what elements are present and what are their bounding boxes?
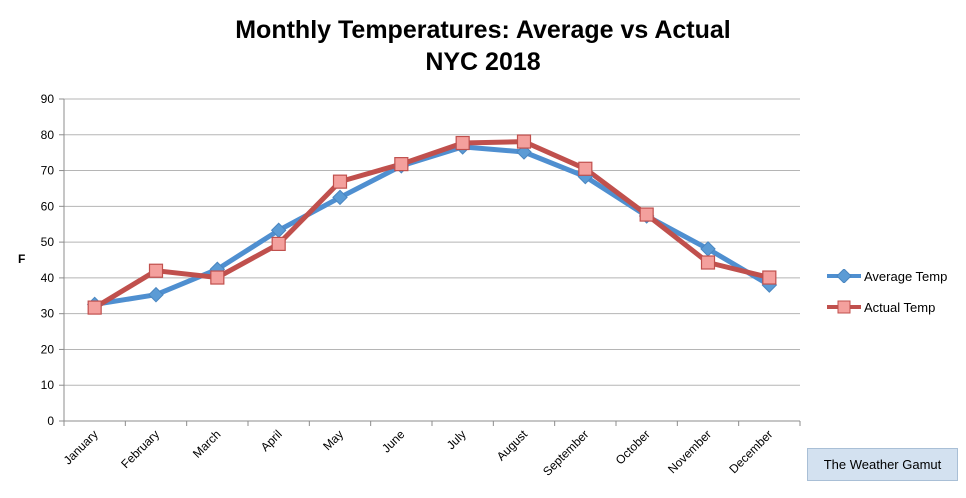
y-tick-label: 80 xyxy=(41,128,55,142)
y-tick-label: 30 xyxy=(41,307,55,321)
y-tick-label: 0 xyxy=(47,414,54,428)
data-point-actual xyxy=(332,174,348,189)
data-point-actual xyxy=(700,255,716,270)
data-point-average xyxy=(148,286,164,303)
legend-item-average: Average Temp xyxy=(826,266,947,286)
data-point-actual xyxy=(455,135,470,151)
data-point-actual xyxy=(148,263,164,278)
legend-label-average: Average Temp xyxy=(864,268,948,284)
x-tick-label: June xyxy=(379,427,408,456)
x-tick-label: September xyxy=(540,427,591,478)
watermark-badge: The Weather Gamut xyxy=(807,448,958,481)
legend-item-actual: Actual Temp xyxy=(826,297,935,317)
y-tick-label: 10 xyxy=(41,378,55,392)
data-point-average xyxy=(700,241,716,257)
data-point-average xyxy=(332,189,348,206)
y-tick-label: 70 xyxy=(41,164,55,178)
legend-label-actual: Actual Temp xyxy=(864,299,936,315)
data-point-actual xyxy=(639,207,654,222)
x-tick-label: July xyxy=(444,427,469,452)
y-tick-label: 90 xyxy=(41,92,55,106)
x-tick-label: May xyxy=(320,427,346,453)
x-tick-label: April xyxy=(258,427,285,454)
data-point-actual xyxy=(87,300,102,315)
y-tick-label: 50 xyxy=(41,235,55,249)
data-point-actual xyxy=(516,134,532,149)
chart-title: Monthly Temperatures: Average vs Actual xyxy=(235,16,731,44)
data-point-average xyxy=(270,222,287,239)
data-point-actual xyxy=(762,270,777,285)
x-tick-label: August xyxy=(494,427,531,464)
data-point-actual xyxy=(271,236,286,251)
chart-subtitle: NYC 2018 xyxy=(425,48,541,76)
x-tick-label: March xyxy=(190,427,223,460)
x-tick-label: October xyxy=(613,427,653,467)
x-tick-label: January xyxy=(61,427,101,467)
x-tick-label: February xyxy=(118,427,162,471)
x-tick-label: December xyxy=(726,427,775,476)
y-tick-label: 60 xyxy=(41,199,55,213)
data-point-actual xyxy=(394,157,409,172)
y-axis-label: F xyxy=(18,252,26,266)
x-tick-label: November xyxy=(665,427,714,476)
legend-square-marker-icon xyxy=(827,300,861,314)
data-point-actual xyxy=(578,161,593,176)
y-tick-label: 20 xyxy=(41,342,55,356)
legend-diamond-marker-icon xyxy=(827,269,861,283)
series-line-actual xyxy=(92,139,772,311)
data-point-actual xyxy=(210,270,225,285)
y-tick-label: 40 xyxy=(41,271,55,285)
